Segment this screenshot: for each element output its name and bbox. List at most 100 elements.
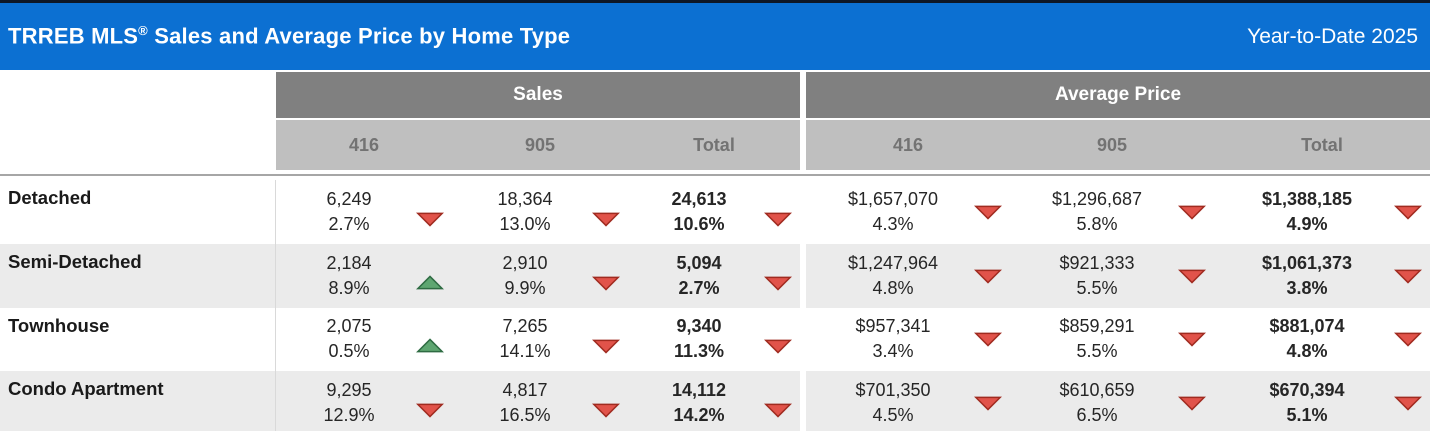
col-header-sales-905: 905 [452,120,628,170]
cell-value: 24,613 [671,188,727,209]
cell-sales-905: 4,817 16.5% [452,371,628,431]
cell-value: $957,341 [855,316,931,337]
cell-sales-total: 5,094 2.7% [628,243,800,308]
trend-arrow-icon [1394,333,1422,347]
cell-avg-416: $1,657,070 4.3% [806,180,1010,244]
cell-sales-total: 14,112 14.2% [628,371,800,431]
cell-avg-total: $1,061,373 3.8% [1214,243,1430,308]
trend-arrow-icon [592,403,620,418]
cell-value: $1,061,373 [1261,252,1353,273]
group-divider [800,307,806,372]
cell-percent: 5.5% [1076,341,1118,362]
trend-arrow-icon [592,212,620,227]
cell-avg-total: $1,388,185 4.9% [1214,180,1430,244]
col-header-sales-total: Total [628,120,800,170]
cell-percent: 5.8% [1076,213,1118,234]
trend-arrow-icon [974,205,1002,220]
cell-percent: 6.5% [1076,405,1118,426]
spacer [0,176,1430,180]
cell-value: $701,350 [855,380,931,401]
trend-arrow-icon [1394,205,1422,220]
cell-avg-416: $701,350 4.5% [806,371,1010,431]
group-header-sales: Sales [276,72,800,118]
trend-arrow-icon [764,212,792,227]
row-label: Detached [0,180,276,244]
row-label: Condo Apartment [0,371,276,431]
page-title-rest: Sales and Average Price by Home Type [147,23,571,49]
corner-cell [0,120,276,170]
trend-arrow-icon [1178,396,1206,411]
cell-percent: 5.5% [1076,277,1118,298]
cell-value: $1,657,070 [847,188,939,209]
cell-value: 2,184 [326,252,372,273]
cell-value: 4,817 [502,380,548,401]
cell-avg-416: $957,341 3.4% [806,307,1010,372]
cell-sales-total: 9,340 11.3% [628,307,800,372]
cell-percent: 4.3% [872,213,914,234]
col-header-avg-416: 416 [806,120,1010,170]
cell-value: 2,910 [502,252,548,273]
top-edge-strip [0,0,1430,3]
cell-percent: 0.5% [328,341,370,362]
trend-arrow-icon [416,275,444,289]
trend-arrow-icon [416,403,444,418]
trend-arrow-icon [764,340,792,354]
cell-value: 2,075 [326,316,372,337]
report-header: TRREB MLS® Sales and Average Price by Ho… [0,3,1430,70]
registered-trademark-symbol: ® [138,23,148,39]
table-row-detached: Detached 6,249 2.7% 18,364 13.0% 24,613 10.… [0,180,1430,244]
cell-value: $670,394 [1269,380,1345,401]
trend-arrow-icon [416,338,444,353]
trend-arrow-icon [974,333,1002,347]
cell-value: 18,364 [497,188,553,209]
trend-arrow-icon [764,403,792,418]
cell-avg-total: $881,074 4.8% [1214,307,1430,372]
table-row-semi-detached: Semi-Detached 2,184 8.9% 2,910 9.9% 5,094 2… [0,243,1430,308]
cell-sales-905: 7,265 14.1% [452,307,628,372]
cell-avg-total: $670,394 5.1% [1214,371,1430,431]
cell-percent: 5.1% [1286,405,1328,426]
cell-avg-905: $921,333 5.5% [1010,243,1214,308]
cell-percent: 2.7% [678,277,720,298]
trend-arrow-icon [974,269,1002,284]
cell-value: 6,249 [326,188,372,209]
group-divider [800,371,806,431]
page-title: TRREB MLS® Sales and Average Price by Ho… [8,23,570,49]
cell-percent: 14.2% [673,405,725,426]
trend-arrow-icon [1178,205,1206,220]
col-header-sales-416: 416 [276,120,452,170]
row-label: Townhouse [0,307,276,372]
cell-value: 9,340 [676,316,722,337]
table-row-condo-apartment: Condo Apartment 9,295 12.9% 4,817 16.5% 14… [0,371,1430,431]
cell-value: $610,659 [1059,380,1135,401]
table-body: Detached 6,249 2.7% 18,364 13.0% 24,613 10.… [0,180,1430,431]
cell-percent: 14.1% [499,341,551,362]
col-header-avg-905: 905 [1010,120,1214,170]
cell-sales-416: 2,184 8.9% [276,243,452,308]
cell-value: 5,094 [676,252,722,273]
col-header-avg-total: Total [1214,120,1430,170]
trend-arrow-icon [416,212,444,227]
cell-percent: 13.0% [499,213,551,234]
cell-percent: 2.7% [328,213,370,234]
trend-arrow-icon [1178,333,1206,347]
cell-value: $1,296,687 [1051,188,1143,209]
cell-avg-416: $1,247,964 4.8% [806,243,1010,308]
group-header-row: Sales Average Price [0,72,1430,118]
cell-value: $881,074 [1269,316,1345,337]
cell-value: $921,333 [1059,252,1135,273]
group-divider [800,120,806,170]
cell-value: $1,388,185 [1261,188,1353,209]
cell-percent: 12.9% [323,405,375,426]
trend-arrow-icon [592,276,620,291]
cell-sales-416: 2,075 0.5% [276,307,452,372]
group-divider [800,72,806,118]
group-header-average-price: Average Price [806,72,1430,118]
corner-cell [0,72,276,118]
group-divider [800,243,806,308]
group-divider [800,180,806,244]
cell-percent: 3.4% [872,341,914,362]
cell-percent: 9.9% [504,277,546,298]
cell-percent: 4.8% [872,277,914,298]
